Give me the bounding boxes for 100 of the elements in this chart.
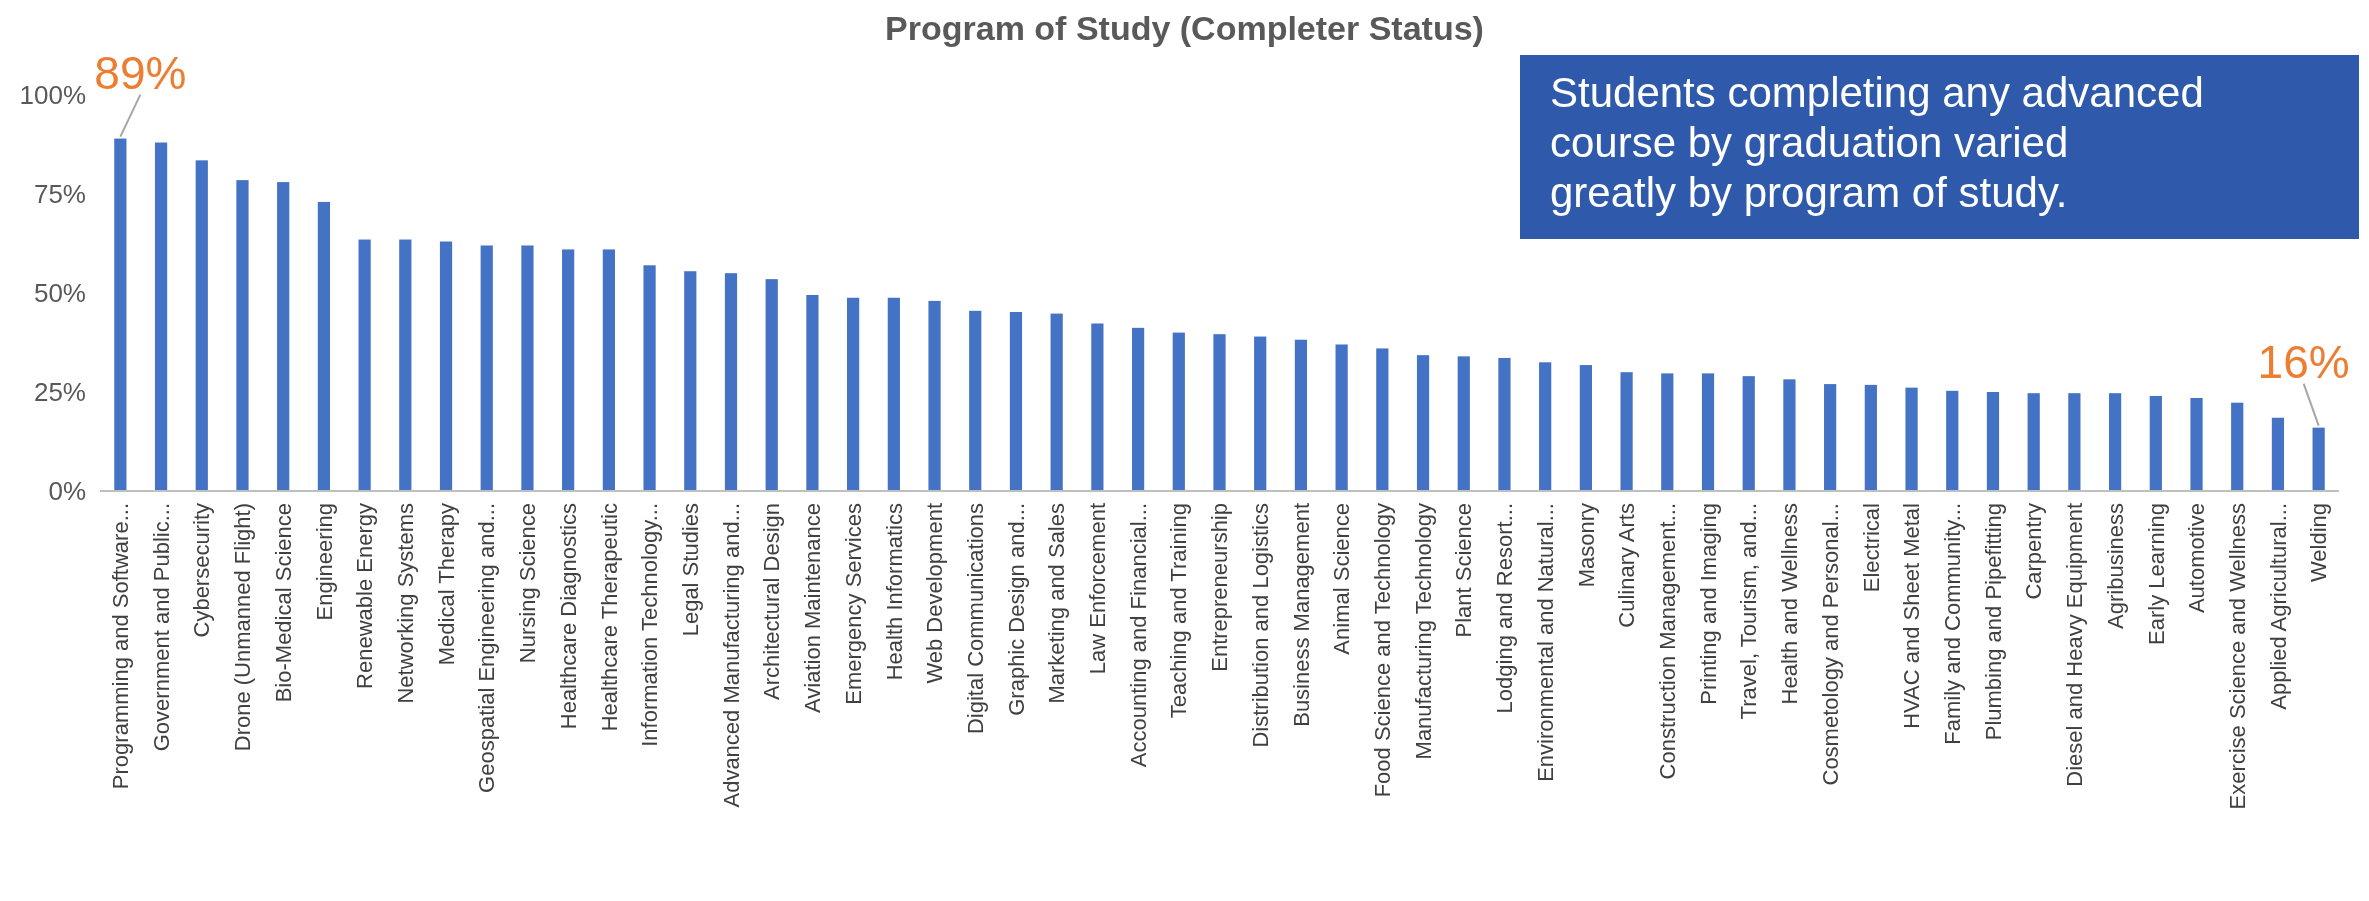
bar bbox=[1416, 355, 1430, 491]
bar bbox=[2149, 395, 2162, 491]
x-tick-label: Advanced Manufacturing and... bbox=[718, 503, 744, 808]
bar bbox=[2108, 393, 2122, 491]
bar bbox=[1376, 348, 1389, 491]
bar bbox=[806, 294, 819, 491]
bar bbox=[602, 249, 615, 491]
x-tick-label: Lodging and Resort... bbox=[1492, 503, 1518, 714]
bar bbox=[1457, 356, 1470, 491]
bar bbox=[1864, 384, 1877, 491]
x-tick-label: Accounting and Financial... bbox=[1125, 503, 1151, 768]
bar bbox=[1539, 362, 1552, 491]
bar bbox=[439, 241, 453, 491]
y-tick-label: 0% bbox=[48, 476, 86, 507]
x-tick-label: Networking Systems bbox=[393, 503, 419, 704]
x-tick-label: Healthcare Diagnostics bbox=[555, 503, 581, 730]
bar bbox=[847, 297, 860, 491]
bar bbox=[1742, 376, 1755, 491]
x-tick-label: Graphic Design and... bbox=[1003, 503, 1029, 716]
bar bbox=[277, 182, 290, 491]
x-tick-label: Information Technology... bbox=[637, 503, 663, 747]
x-tick-label: Healthcare Therapeutic bbox=[596, 503, 622, 732]
bar bbox=[2068, 393, 2081, 491]
x-tick-label: Carpentry bbox=[2021, 503, 2047, 600]
bar bbox=[1620, 372, 1633, 491]
x-tick-label: Distribution and Logistics bbox=[1247, 503, 1273, 748]
bar bbox=[1254, 336, 1267, 491]
bar bbox=[2027, 393, 2040, 491]
bar bbox=[399, 239, 412, 491]
bar bbox=[724, 273, 738, 491]
bar bbox=[1905, 387, 1918, 491]
bar bbox=[521, 245, 534, 491]
bar bbox=[643, 265, 656, 491]
x-tick-label: Medical Therapy bbox=[433, 503, 459, 666]
y-tick-label: 25% bbox=[33, 377, 86, 408]
bar bbox=[2231, 402, 2244, 491]
bar bbox=[2190, 397, 2203, 491]
chart-title: Program of Study (Completer Status) bbox=[885, 9, 1484, 47]
x-tick-label: Drone (Unmanned Flight) bbox=[230, 503, 256, 752]
bar bbox=[1335, 344, 1348, 491]
x-tick-label: Food Science and Technology bbox=[1370, 503, 1396, 798]
x-tick-label: Legal Studies bbox=[677, 503, 703, 637]
x-tick-label: Entrepreneurship bbox=[1207, 503, 1233, 672]
x-tick-label: Geospatial Engineering and... bbox=[474, 503, 500, 793]
bar bbox=[1294, 339, 1308, 491]
bar bbox=[765, 279, 778, 491]
x-tick-label: Business Management bbox=[1288, 503, 1314, 727]
bar bbox=[1091, 323, 1104, 491]
x-tick-label: Printing and Imaging bbox=[1695, 503, 1721, 705]
x-tick-label: Emergency Services bbox=[840, 503, 866, 705]
bar bbox=[114, 138, 127, 491]
bar bbox=[236, 180, 249, 491]
x-tick-label: Masonry bbox=[1573, 503, 1599, 588]
x-tick-label: Agribusiness bbox=[2102, 503, 2128, 629]
x-tick-label: Web Development bbox=[922, 503, 948, 684]
x-tick-label: Applied Agricultural... bbox=[2265, 503, 2291, 710]
x-tick-label: Health and Wellness bbox=[1777, 503, 1803, 705]
bar bbox=[195, 160, 208, 491]
bar bbox=[358, 239, 371, 491]
x-tick-label: Government and Public... bbox=[148, 503, 174, 752]
x-tick-label: Electrical bbox=[1858, 503, 1884, 593]
x-tick-label: Aviation Maintenance bbox=[800, 503, 826, 713]
bar bbox=[1131, 327, 1145, 491]
x-tick-label: Construction Management... bbox=[1655, 503, 1680, 780]
x-tick-label: Exercise Science and Wellness bbox=[2224, 503, 2250, 810]
x-tick-label: Cosmetology and Personal... bbox=[1817, 503, 1843, 786]
x-tick-label: Travel, Tourism, and... bbox=[1736, 503, 1762, 720]
bar bbox=[1946, 390, 1959, 491]
x-tick-label: Environmental and Natural... bbox=[1532, 503, 1558, 782]
x-tick-label: Digital Communications bbox=[962, 503, 988, 735]
bar bbox=[1050, 313, 1063, 491]
x-tick-label: Renewable Energy bbox=[352, 503, 378, 689]
bar bbox=[1986, 392, 2000, 491]
x-tick-label: Programming and Software... bbox=[108, 503, 134, 790]
x-tick-label: Plant Science bbox=[1451, 503, 1477, 638]
bar bbox=[1213, 334, 1226, 491]
x-tick-label: Welding bbox=[2306, 503, 2332, 583]
bar bbox=[562, 249, 575, 491]
x-tick-label: Health Informatics bbox=[881, 503, 907, 681]
y-tick-label: 50% bbox=[33, 278, 86, 309]
y-tick-label: 75% bbox=[33, 179, 86, 210]
x-tick-label: Early Learning bbox=[2143, 503, 2169, 645]
x-tick-label: Nursing Science bbox=[515, 503, 541, 664]
bar bbox=[2312, 427, 2325, 491]
x-tick-label: Marketing and Sales bbox=[1044, 503, 1070, 704]
x-tick-label: Architectural Design bbox=[759, 503, 785, 700]
x-tick-label: Family and Community... bbox=[1939, 503, 1965, 745]
bar bbox=[1824, 384, 1837, 491]
x-tick-label: Law Enforcement bbox=[1085, 503, 1111, 675]
bar bbox=[969, 310, 982, 491]
bar bbox=[1701, 373, 1715, 491]
annotation: Students completing any advanced course by graduation varied greatly by program of study. bbox=[1550, 69, 2204, 216]
x-tick-label: Plumbing and Pipefitting bbox=[1980, 503, 2006, 741]
bar bbox=[928, 300, 941, 491]
bar bbox=[887, 297, 900, 491]
bar bbox=[684, 271, 697, 491]
x-tick-label: Diesel and Heavy Equipment bbox=[2062, 503, 2088, 787]
x-tick-label: Cybersecurity bbox=[189, 503, 215, 638]
bar bbox=[317, 201, 331, 491]
bar bbox=[1009, 312, 1023, 491]
